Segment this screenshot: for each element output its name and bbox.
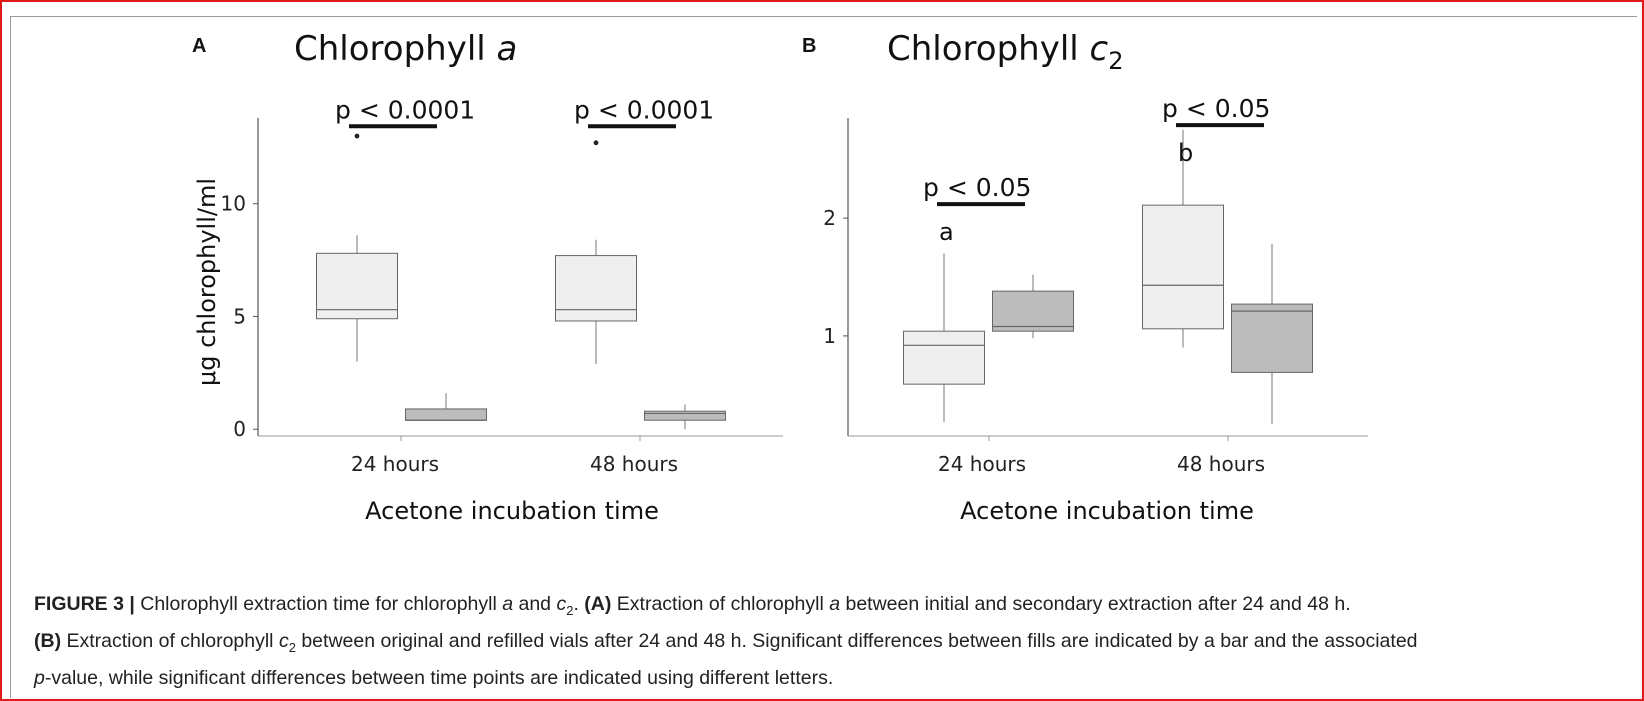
caption-line-1: FIGURE 3 | Chlorophyll extraction time f… bbox=[34, 589, 1614, 626]
panel-a-ylabel: μg chlorophyll/ml bbox=[193, 178, 221, 386]
box-iqr bbox=[405, 408, 487, 421]
panel-a-label: A bbox=[192, 35, 206, 57]
significance-label: p < 0.0001 bbox=[574, 95, 714, 124]
significance-label: p < 0.05 bbox=[1162, 94, 1270, 123]
panel-b-title-sub: 2 bbox=[1108, 47, 1123, 75]
panel-a-title-text: Chlorophyll bbox=[294, 29, 497, 69]
group-letter: a bbox=[939, 218, 954, 246]
caption-figure-label: FIGURE 3 | bbox=[34, 593, 135, 615]
caption-line-3: p-value, while significant differences b… bbox=[34, 663, 1614, 693]
box-iqr bbox=[992, 290, 1074, 332]
box-first-48-hours bbox=[555, 140, 637, 364]
box-second-48-hours bbox=[644, 404, 726, 430]
box-iqr bbox=[316, 252, 398, 320]
caption-italic: c bbox=[278, 629, 289, 652]
panel-a-xlabel: Acetone incubation time bbox=[365, 497, 659, 525]
panel-b: B Chlorophyll c2 Acetone incubation time… bbox=[802, 29, 1368, 525]
panel-b-xlabel: Acetone incubation time bbox=[960, 497, 1254, 525]
panel-a: A Chlorophyll a μg chlorophyll/ml Aceton… bbox=[192, 29, 783, 525]
caption-subscript: 2 bbox=[566, 602, 574, 618]
figure-inner-border bbox=[10, 16, 1637, 698]
caption-italic: p bbox=[34, 666, 45, 689]
box-iqr bbox=[1142, 204, 1224, 330]
caption-text: Chlorophyll extraction time for chloroph… bbox=[134, 593, 503, 615]
x-tick-label: 48 hours bbox=[590, 452, 678, 476]
caption-panel-ref: (A) bbox=[584, 593, 612, 615]
caption-text: and bbox=[513, 593, 557, 615]
caption-line-2: (B) Extraction of chlorophyll c2 between… bbox=[34, 626, 1614, 663]
x-tick-label: 48 hours bbox=[1177, 452, 1265, 476]
box-second-24-hours bbox=[992, 274, 1074, 339]
caption-text: between original and refilled vials afte… bbox=[295, 629, 1418, 652]
outlier-point bbox=[593, 140, 599, 146]
box-first-24-hours bbox=[316, 133, 398, 362]
figure-caption: FIGURE 3 | Chlorophyll extraction time f… bbox=[34, 589, 1614, 693]
panel-b-title-text: Chlorophyll bbox=[887, 29, 1090, 69]
box-iqr bbox=[903, 330, 985, 385]
significance-label: p < 0.05 bbox=[923, 173, 1031, 202]
caption-text: -value, while significant differences be… bbox=[44, 666, 834, 689]
box-first-24-hours bbox=[903, 253, 985, 422]
caption-text: Extraction of chlorophyll bbox=[61, 629, 279, 652]
caption-panel-ref: (B) bbox=[34, 629, 62, 652]
charts-svg: A Chlorophyll a μg chlorophyll/ml Aceton… bbox=[192, 29, 1368, 525]
outlier-point bbox=[354, 133, 360, 139]
box-iqr bbox=[1231, 303, 1313, 373]
box-iqr bbox=[555, 255, 637, 322]
caption-text: between initial and secondary extraction… bbox=[840, 593, 1351, 615]
group-letter: b bbox=[1178, 139, 1193, 167]
caption-italic: a bbox=[502, 593, 514, 615]
y-tick-label: 0 bbox=[233, 417, 246, 441]
panel-a-plot: 0 5 10 24 hours 48 hours p < 0.0001 p < 0.0001 bbox=[221, 95, 783, 476]
panel-a-title-italic: a bbox=[497, 29, 518, 69]
y-tick-label: 2 bbox=[823, 206, 836, 230]
caption-subscript: 2 bbox=[288, 639, 296, 655]
panel-b-title: Chlorophyll c2 bbox=[887, 29, 1124, 75]
panel-a-title: Chlorophyll a bbox=[294, 29, 517, 69]
caption-text: . bbox=[573, 593, 585, 615]
y-tick-label: 10 bbox=[221, 192, 246, 216]
significance-label: p < 0.0001 bbox=[335, 95, 475, 124]
panel-b-label: B bbox=[802, 35, 816, 57]
box-second-24-hours bbox=[405, 393, 487, 421]
y-tick-label: 5 bbox=[233, 304, 246, 328]
caption-text: Extraction of chlorophyll bbox=[611, 593, 830, 615]
caption-italic: a bbox=[829, 593, 841, 615]
box-second-48-hours bbox=[1231, 244, 1313, 425]
caption-italic: c bbox=[556, 593, 567, 615]
y-tick-label: 1 bbox=[823, 324, 836, 348]
box-first-48-hours bbox=[1142, 129, 1224, 348]
x-tick-label: 24 hours bbox=[938, 452, 1026, 476]
x-tick-label: 24 hours bbox=[351, 452, 439, 476]
box-iqr bbox=[644, 410, 726, 421]
panel-b-plot: 1 2 24 hours 48 hours p < 0.05 a p < 0.05 b bbox=[823, 94, 1368, 476]
panel-b-title-italic: c bbox=[1090, 29, 1109, 69]
